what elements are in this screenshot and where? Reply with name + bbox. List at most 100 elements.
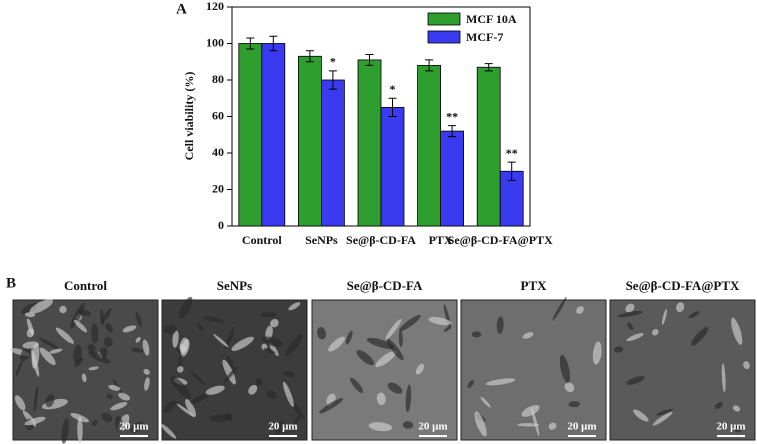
cell bbox=[222, 359, 236, 385]
x-tick-label: Control bbox=[242, 233, 282, 247]
cell bbox=[223, 366, 239, 383]
cell bbox=[661, 309, 668, 325]
cell bbox=[328, 336, 346, 352]
cell bbox=[185, 399, 197, 417]
cell bbox=[317, 326, 326, 340]
y-tick-label: 60 bbox=[212, 108, 224, 122]
scale-bar-label: 20 μm bbox=[119, 421, 148, 433]
cell bbox=[135, 336, 141, 343]
cell bbox=[625, 303, 635, 313]
micrograph-background bbox=[311, 299, 458, 441]
image-title: Control bbox=[64, 278, 107, 293]
cell bbox=[467, 379, 474, 389]
cell bbox=[398, 330, 403, 347]
cell bbox=[626, 376, 645, 385]
cell bbox=[130, 421, 144, 433]
cell bbox=[20, 345, 32, 362]
micrograph bbox=[460, 296, 607, 441]
cell bbox=[283, 370, 295, 378]
cell bbox=[265, 325, 273, 340]
cell bbox=[38, 337, 61, 351]
cell bbox=[385, 318, 402, 341]
cell bbox=[676, 302, 685, 313]
cell bbox=[101, 412, 113, 422]
cell bbox=[548, 422, 557, 430]
cell bbox=[293, 415, 301, 426]
cell bbox=[91, 323, 99, 344]
cell bbox=[92, 419, 98, 427]
cell bbox=[319, 397, 344, 414]
legend-label: MCF-7 bbox=[466, 30, 503, 44]
cell bbox=[61, 418, 69, 444]
cell bbox=[732, 405, 741, 412]
scale-bar-label: 20 μm bbox=[567, 421, 596, 433]
legend-swatch bbox=[427, 12, 461, 26]
cell bbox=[144, 377, 150, 391]
cell bbox=[103, 336, 113, 347]
bar bbox=[320, 79, 345, 227]
bar bbox=[380, 106, 405, 227]
cell bbox=[399, 314, 421, 332]
micrograph-background bbox=[460, 299, 607, 441]
cell bbox=[73, 344, 82, 364]
cell bbox=[721, 363, 726, 393]
cell bbox=[15, 360, 23, 377]
cell bbox=[428, 316, 452, 326]
cell bbox=[368, 422, 393, 432]
cell bbox=[14, 395, 26, 411]
x-tick-label: Se@β-CD-FA bbox=[346, 233, 416, 247]
y-tick-label: 120 bbox=[206, 0, 224, 13]
cell bbox=[87, 343, 96, 353]
cell bbox=[521, 405, 540, 417]
cell bbox=[656, 408, 674, 416]
cell bbox=[81, 373, 87, 383]
cell bbox=[522, 332, 534, 339]
scale-bar-label: 20 μm bbox=[268, 421, 297, 433]
cell bbox=[617, 310, 643, 318]
panel-label: A bbox=[176, 1, 187, 17]
significance-mark: ** bbox=[506, 146, 518, 160]
error-bar bbox=[388, 97, 397, 117]
cell bbox=[613, 346, 624, 353]
y-tick-label: 100 bbox=[206, 35, 224, 49]
cell bbox=[627, 322, 634, 331]
bar bbox=[440, 130, 465, 227]
cell bbox=[22, 341, 39, 349]
error-bar bbox=[425, 59, 434, 72]
significance-mark: * bbox=[390, 82, 396, 96]
scale-bar-label: 20 μm bbox=[716, 421, 745, 433]
error-bar bbox=[269, 35, 278, 52]
cell bbox=[224, 326, 235, 350]
cell bbox=[106, 394, 113, 399]
micrograph bbox=[609, 299, 756, 441]
x-tick-label: SeNPs bbox=[305, 233, 338, 247]
bar bbox=[476, 66, 501, 227]
image-title: SeNPs bbox=[217, 278, 252, 293]
cell bbox=[356, 350, 375, 366]
panel-label: B bbox=[6, 275, 16, 291]
cell bbox=[49, 348, 63, 354]
cell bbox=[734, 424, 743, 433]
cell bbox=[226, 355, 235, 370]
micrograph bbox=[311, 299, 458, 441]
cell bbox=[142, 339, 150, 356]
cell bbox=[633, 409, 649, 422]
cell bbox=[170, 376, 192, 399]
cell bbox=[45, 394, 55, 408]
x-tick-label: Se@β-CD-FA@PTX bbox=[448, 233, 553, 247]
error-bar bbox=[246, 37, 255, 50]
cell bbox=[172, 329, 179, 348]
cell bbox=[29, 299, 54, 314]
bar bbox=[417, 65, 442, 227]
cell bbox=[552, 296, 567, 321]
cell bbox=[190, 370, 206, 386]
cell bbox=[59, 305, 67, 314]
significance-mark: ** bbox=[446, 109, 458, 123]
cell bbox=[651, 329, 659, 336]
cell bbox=[260, 312, 277, 317]
cell bbox=[626, 333, 644, 342]
cell bbox=[263, 347, 276, 354]
cell bbox=[114, 416, 124, 433]
image-title: Se@β-CD-FA@PTX bbox=[626, 278, 740, 293]
cell bbox=[108, 384, 121, 391]
